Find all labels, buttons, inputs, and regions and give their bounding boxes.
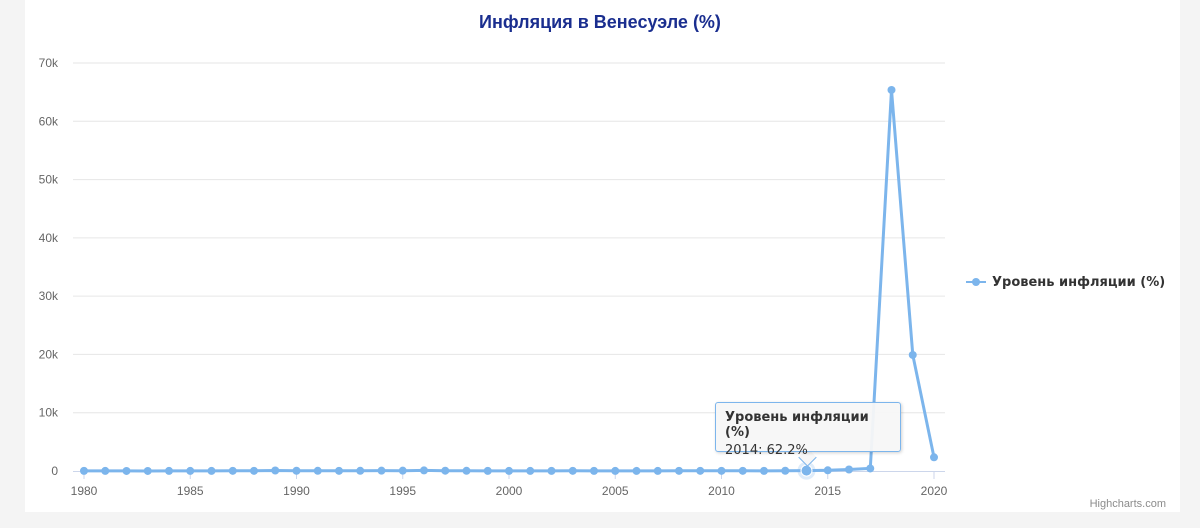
legend[interactable]: Уровень инфляции (%) — [966, 272, 1165, 292]
data-point[interactable] — [568, 466, 577, 475]
data-point[interactable] — [653, 466, 662, 475]
data-point[interactable] — [526, 466, 535, 475]
data-point[interactable] — [420, 466, 428, 475]
data-point[interactable] — [356, 466, 365, 475]
data-point[interactable] — [228, 466, 237, 475]
y-tick-label: 50k — [39, 173, 59, 187]
credits-link[interactable]: Highcharts.com — [1089, 498, 1166, 510]
data-point[interactable] — [165, 466, 173, 475]
data-point[interactable] — [800, 464, 813, 477]
data-point[interactable] — [271, 466, 280, 475]
data-point[interactable] — [632, 466, 641, 475]
y-tick-label: 10k — [39, 406, 59, 420]
data-point[interactable] — [547, 466, 556, 475]
x-tick-label: 1995 — [389, 484, 416, 498]
data-point[interactable] — [80, 466, 88, 475]
data-point[interactable] — [186, 466, 195, 475]
y-tick-label: 60k — [39, 114, 59, 128]
data-point[interactable] — [590, 466, 598, 475]
data-point[interactable] — [398, 466, 407, 475]
data-point[interactable] — [717, 466, 726, 475]
data-point[interactable] — [611, 466, 620, 475]
data-point[interactable] — [887, 85, 896, 94]
y-tick-label: 70k — [39, 56, 59, 70]
data-point[interactable] — [335, 466, 343, 475]
data-point[interactable] — [483, 466, 492, 475]
data-point[interactable] — [845, 465, 853, 474]
data-point[interactable] — [441, 466, 450, 475]
tooltip-series-name: Уровень инфляции (%) — [725, 410, 869, 440]
data-point[interactable] — [462, 466, 471, 475]
chart-title: Инфляция в Венесуэле (%) — [479, 12, 721, 32]
data-point[interactable] — [781, 466, 790, 475]
y-tick-label: 20k — [39, 347, 59, 361]
y-tick-label: 0 — [51, 464, 58, 478]
data-point[interactable] — [505, 466, 513, 475]
data-point[interactable] — [930, 453, 938, 462]
data-point[interactable] — [377, 466, 386, 475]
y-tick-label: 30k — [39, 289, 59, 303]
legend-item-label[interactable]: Уровень инфляции (%) — [992, 274, 1166, 290]
data-point[interactable] — [866, 464, 875, 473]
data-point[interactable] — [760, 466, 768, 475]
data-point[interactable] — [738, 466, 747, 475]
tooltip-value: 2014: 62.2% — [725, 443, 808, 458]
data-point[interactable] — [101, 466, 110, 475]
x-tick-label: 1980 — [71, 484, 98, 498]
tooltip: Уровень инфляции (%) 2014: 62.2% — [715, 402, 901, 458]
data-point[interactable] — [675, 466, 683, 475]
data-point[interactable] — [696, 466, 705, 475]
x-tick-label: 2015 — [814, 484, 841, 498]
y-tick-label: 40k — [39, 231, 59, 245]
data-point[interactable] — [207, 466, 216, 475]
x-tick-label: 2020 — [921, 484, 948, 498]
data-point[interactable] — [250, 466, 258, 475]
series-inflation[interactable] — [80, 85, 938, 480]
data-point[interactable] — [143, 466, 152, 475]
data-point[interactable] — [292, 466, 301, 475]
data-point[interactable] — [823, 466, 832, 475]
x-tick-label: 2005 — [602, 484, 629, 498]
data-point[interactable] — [122, 466, 131, 475]
x-tick-label: 2010 — [708, 484, 735, 498]
x-tick-label: 1990 — [283, 484, 310, 498]
x-tick-label: 1985 — [177, 484, 204, 498]
x-tick-label: 2000 — [496, 484, 523, 498]
data-point[interactable] — [908, 350, 917, 359]
legend-symbol-icon — [966, 276, 986, 288]
grid-lines — [73, 62, 945, 414]
data-point[interactable] — [313, 466, 322, 475]
chart-card — [25, 0, 1180, 512]
